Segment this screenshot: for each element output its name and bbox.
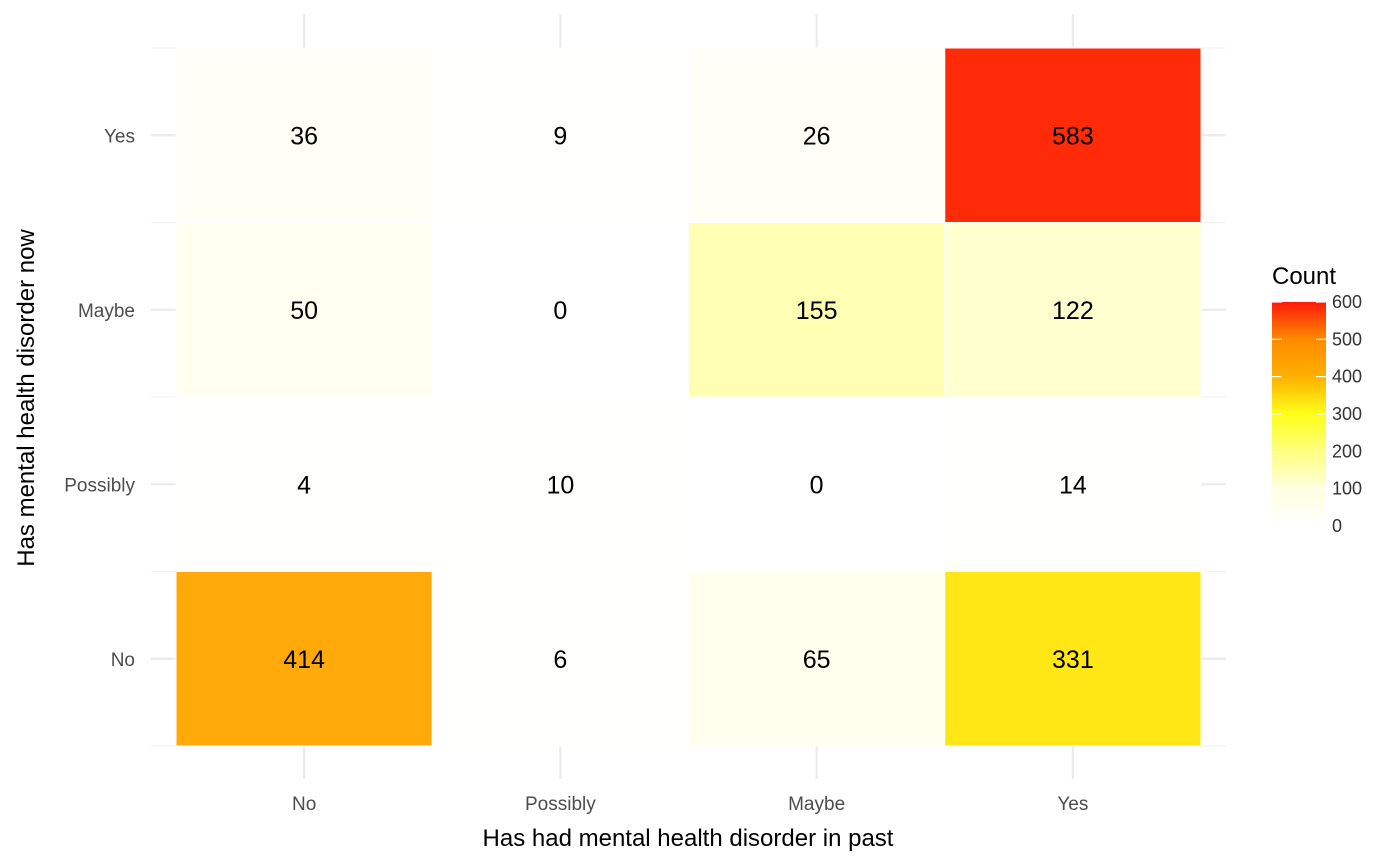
legend-tick-label: 300 — [1332, 404, 1362, 424]
cell-value-label: 10 — [546, 471, 574, 499]
x-tick-label: Yes — [1057, 794, 1088, 815]
legend-tick-label: 500 — [1332, 329, 1362, 349]
cell-value-label: 0 — [810, 471, 824, 499]
legend-tick-label: 200 — [1332, 441, 1362, 461]
heatmap-cell — [944, 47, 1202, 223]
legend-ticks: 0 100 200 300 400 500 600 — [1272, 292, 1362, 536]
heatmap-cell — [431, 396, 689, 572]
cell-value-labels: 36 9 26 583 50 0 155 122 4 10 0 14 414 6 65 331 — [283, 122, 1093, 674]
cell-value-label: 0 — [553, 297, 567, 325]
heatmap-cell — [688, 571, 946, 747]
heatmap-cell — [944, 222, 1202, 398]
heatmap-cell — [688, 222, 946, 398]
legend-tick-label: 400 — [1332, 367, 1362, 387]
heatmap-cell — [944, 396, 1202, 572]
cell-value-label: 36 — [290, 122, 318, 150]
x-axis-title: Has had mental health disorder in past — [483, 825, 894, 852]
y-tick-label: No — [111, 650, 135, 671]
cell-value-label: 9 — [553, 122, 567, 150]
legend-tick-label: 600 — [1332, 292, 1362, 312]
cell-value-label: 65 — [803, 646, 831, 674]
heatmap-cell — [175, 571, 433, 747]
y-axis-title: Has mental health disorder now — [13, 229, 40, 567]
cell-value-label: 414 — [283, 646, 325, 674]
x-tick-label: No — [292, 794, 316, 815]
y-tick-label: Maybe — [78, 301, 135, 322]
heatmap-cells — [175, 47, 1202, 747]
x-tick-label: Possibly — [525, 794, 596, 815]
legend-tick-label: 100 — [1332, 479, 1362, 499]
heatmap-cell — [175, 222, 433, 398]
y-tick-label: Yes — [104, 126, 135, 147]
y-axis-tick-labels: No Possibly Maybe Yes — [64, 126, 135, 671]
x-tick-label: Maybe — [788, 794, 845, 815]
cell-value-label: 50 — [290, 297, 318, 325]
cell-value-label: 26 — [803, 122, 831, 150]
cell-value-label: 6 — [553, 646, 567, 674]
heatmap-cell — [688, 396, 946, 572]
cell-value-label: 331 — [1052, 646, 1094, 674]
cell-value-label: 14 — [1059, 471, 1087, 499]
heatmap-cell — [944, 571, 1202, 747]
cell-value-label: 4 — [297, 471, 311, 499]
legend: Count 0 100 200 300 400 500 600 — [1272, 263, 1362, 536]
x-axis-tick-labels: No Possibly Maybe Yes — [292, 794, 1088, 815]
legend-title: Count — [1272, 263, 1336, 290]
legend-tick-label: 0 — [1332, 516, 1342, 536]
y-tick-label: Possibly — [64, 475, 135, 496]
heatmap-cell — [431, 571, 689, 747]
heatmap-cell — [175, 47, 433, 223]
cell-value-label: 122 — [1052, 297, 1094, 325]
heatmap-cell — [688, 47, 946, 223]
heatmap-cell — [431, 47, 689, 223]
cell-value-label: 155 — [796, 297, 838, 325]
cell-value-label: 583 — [1052, 122, 1094, 150]
heatmap-cell — [175, 396, 433, 572]
